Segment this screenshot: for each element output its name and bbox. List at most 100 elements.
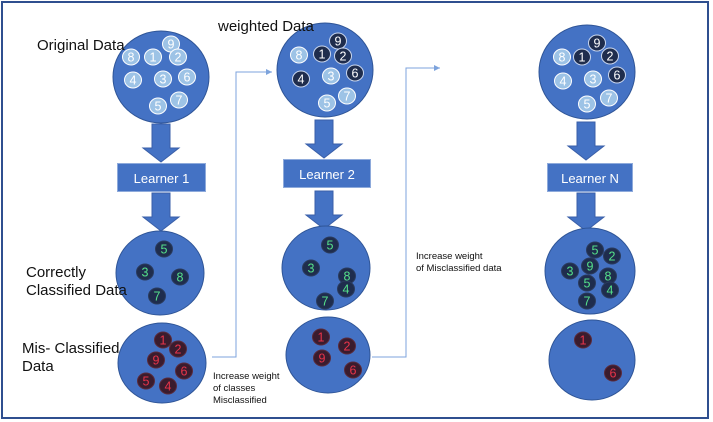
weightedn-token-6: 6 xyxy=(608,66,626,84)
weightedn-token-1-circle xyxy=(573,48,591,66)
correctn-token-5-5-label: 5 xyxy=(584,277,591,291)
weightedn-token-8-label: 8 xyxy=(559,51,566,65)
weighted1-token-1-circle xyxy=(313,45,331,63)
correctn-token-5-5: 5 xyxy=(578,274,596,292)
note2-line2: of Misclassified data xyxy=(416,263,502,274)
weightedn-token-5-circle xyxy=(578,95,596,113)
mis1-token-1-label: 1 xyxy=(160,334,167,348)
correctn-token-5-0-circle xyxy=(586,241,604,259)
original-token-8-circle xyxy=(122,48,140,66)
weighted1-token-8: 8 xyxy=(290,46,308,64)
down-arrow-weightedn-to-learnern xyxy=(566,121,606,161)
correct2-token-5-0: 5 xyxy=(321,236,339,254)
original-token-4-circle xyxy=(124,71,142,89)
weightedn-token-3: 3 xyxy=(584,70,602,88)
weightedn-token-6-label: 6 xyxy=(614,69,621,83)
note2-line1: Increase weight xyxy=(416,251,483,262)
weighted1-token-4: 4 xyxy=(292,70,310,88)
correct2-token-5-0-circle xyxy=(321,236,339,254)
mis1-token-9-label: 9 xyxy=(153,354,160,368)
weightedn-token-1-label: 1 xyxy=(579,51,586,65)
weighted1-token-1-label: 1 xyxy=(319,48,326,62)
weighted1-token-3-label: 3 xyxy=(328,70,335,84)
correct2-token-4-3: 4 xyxy=(337,280,355,298)
weighted1-token-8-label: 8 xyxy=(296,49,303,63)
weightedn-token-9-circle xyxy=(588,34,606,52)
weightedn-token-9-label: 9 xyxy=(594,37,601,51)
misn-token-1: 1 xyxy=(574,331,592,349)
weightedn-token-2-circle xyxy=(601,47,619,65)
correct2-token-3-1-label: 3 xyxy=(308,262,315,276)
correct2-token-8-2: 8 xyxy=(338,267,356,285)
correctn-token-4-6-label: 4 xyxy=(607,284,614,298)
correct2-token-8-2-label: 8 xyxy=(344,270,351,284)
down-arrow-original-to-learner1 xyxy=(141,123,181,163)
weightedn-token-9: 9 xyxy=(588,34,606,52)
correct1-token-7-circle xyxy=(148,287,166,305)
mis1-token-4: 4 xyxy=(159,377,177,395)
original-token-8-label: 8 xyxy=(128,51,135,65)
correctn-token-2-1: 2 xyxy=(603,247,621,265)
correctn-token-7-7-label: 7 xyxy=(584,295,591,309)
correctn-token-2-1-circle xyxy=(603,247,621,265)
correctn-token-7-7: 7 xyxy=(578,292,596,310)
correctly-classified-label-line2: Classified Data xyxy=(26,282,127,299)
mis1-token-4-circle xyxy=(159,377,177,395)
weightedn-token-3-circle xyxy=(584,70,602,88)
original-token-1-label: 1 xyxy=(150,51,157,65)
correct1-token-7-label: 7 xyxy=(154,290,161,304)
weightedn-token-6-circle xyxy=(608,66,626,84)
weightedn-token-7: 7 xyxy=(600,89,618,107)
mis1-token-6-label: 6 xyxy=(181,365,188,379)
original-token-5-label: 5 xyxy=(155,100,162,114)
correctn-token-5-5-circle xyxy=(578,274,596,292)
mis1-token-9: 9 xyxy=(147,351,165,369)
original-token-7: 7 xyxy=(170,91,188,109)
correct1-token-3: 3 xyxy=(136,263,154,281)
weightedn-token-7-label: 7 xyxy=(606,92,613,106)
correct2-token-5-0-label: 5 xyxy=(327,239,334,253)
misn-token-6: 6 xyxy=(604,364,622,382)
mis1-token-5-label: 5 xyxy=(143,375,150,389)
weightedn-token-2-label: 2 xyxy=(607,50,614,64)
mis1-token-5-circle xyxy=(137,372,155,390)
note1-line2: of classes xyxy=(213,383,256,394)
weighted1-token-7-label: 7 xyxy=(344,90,351,104)
weightedn-token-4: 4 xyxy=(554,72,572,90)
learner-n-box: Learner N xyxy=(547,163,633,192)
weightedn-token-4-label: 4 xyxy=(560,75,567,89)
correct1-token-5-circle xyxy=(155,240,173,258)
weighted1-token-2: 2 xyxy=(334,47,352,65)
mis1-token-4-label: 4 xyxy=(165,380,172,394)
correctly-classified-label-line1: Correctly xyxy=(26,264,87,281)
learner-1-box: Learner 1 xyxy=(117,163,206,192)
mis2-token-2-circle xyxy=(338,337,356,355)
correctn-token-3-2: 3 xyxy=(561,262,579,280)
original-token-7-label: 7 xyxy=(176,94,183,108)
correct2-token-4-3-label: 4 xyxy=(343,283,350,297)
mis1-token-2: 2 xyxy=(169,340,187,358)
weighted1-token-6-circle xyxy=(346,64,364,82)
correctn-token-8-4-label: 8 xyxy=(605,270,612,284)
mis2-token-2-label: 2 xyxy=(344,340,351,354)
mis2-token-1-circle xyxy=(312,328,330,346)
correctn-token-4-6: 4 xyxy=(601,281,619,299)
correct2-token-3-1: 3 xyxy=(302,259,320,277)
original-token-1-circle xyxy=(144,48,162,66)
mis2-token-9-label: 9 xyxy=(319,352,326,366)
weighted1-token-4-label: 4 xyxy=(298,73,305,87)
correctn-token-5-0: 5 xyxy=(586,241,604,259)
weighted1-token-2-label: 2 xyxy=(340,50,347,64)
correctn-token-9-3-circle xyxy=(581,257,599,275)
mis2-token-6-circle xyxy=(344,361,362,379)
down-arrow-learner2-to-correct xyxy=(304,190,344,230)
weightedn-token-1: 1 xyxy=(573,48,591,66)
correctn-token-4-6-circle xyxy=(601,281,619,299)
mis1-token-9-circle xyxy=(147,351,165,369)
weighted1-token-4-circle xyxy=(292,70,310,88)
original-token-2-circle xyxy=(169,48,187,66)
original-token-5-circle xyxy=(149,97,167,115)
mis1-token-2-circle xyxy=(169,340,187,358)
